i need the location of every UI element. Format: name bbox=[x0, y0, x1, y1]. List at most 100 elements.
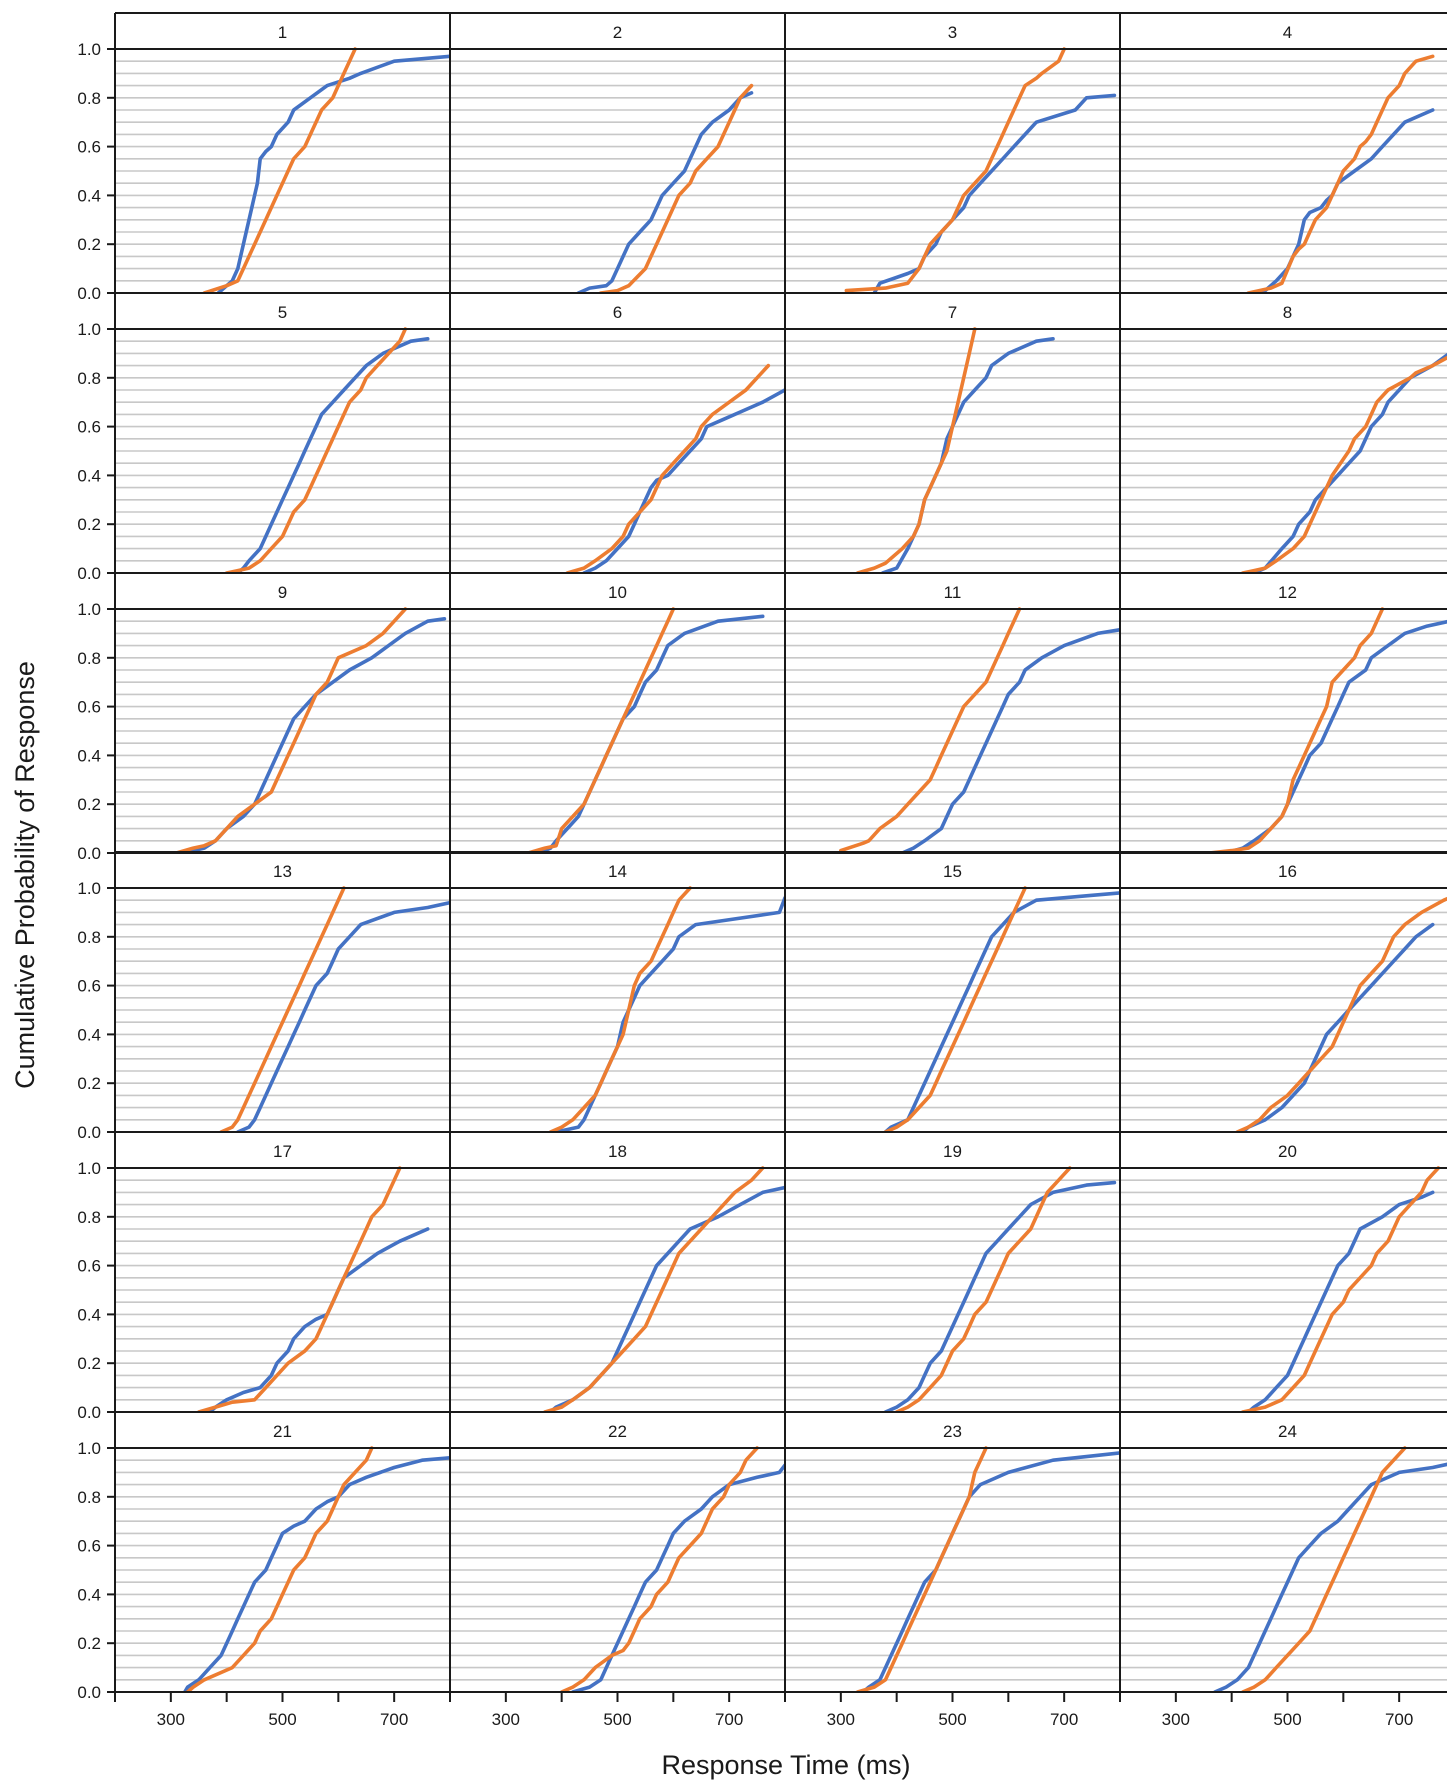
panel-title: 5 bbox=[278, 303, 287, 322]
series-line-blue bbox=[880, 337, 1055, 573]
y-tick-label: 1.0 bbox=[77, 1439, 101, 1458]
panel-gridlines bbox=[785, 60, 1120, 282]
series-line-blue bbox=[582, 388, 785, 573]
y-tick-label: 0.4 bbox=[77, 186, 101, 205]
panel-7: 7 bbox=[784, 292, 1121, 574]
y-tick-label: 0.6 bbox=[77, 698, 101, 717]
series-line-blue bbox=[1252, 352, 1447, 573]
series-line-blue bbox=[554, 896, 785, 1132]
series-line-orange bbox=[543, 1166, 765, 1412]
x-tick-label: 700 bbox=[715, 1710, 743, 1729]
y-tick-label: 1.0 bbox=[77, 320, 101, 339]
series-line-orange bbox=[599, 83, 754, 293]
x-axis-title: Response Time (ms) bbox=[661, 1750, 910, 1780]
y-tick-label: 1.0 bbox=[77, 1159, 101, 1178]
series-line-blue bbox=[236, 900, 450, 1132]
panel-1: 1 bbox=[114, 12, 451, 294]
y-tick-label: 0.6 bbox=[77, 1257, 101, 1276]
panel-8: 8 bbox=[1119, 292, 1447, 574]
panel-3: 3 bbox=[784, 12, 1121, 294]
panel-title: 23 bbox=[943, 1422, 962, 1441]
series-line-orange bbox=[197, 1166, 402, 1412]
series-line-blue bbox=[236, 337, 430, 573]
y-tick-label: 0.0 bbox=[77, 844, 101, 863]
panel-title: 19 bbox=[943, 1142, 962, 1161]
panel-13: 13 bbox=[114, 851, 451, 1133]
panel-title: 11 bbox=[944, 583, 962, 602]
x-tick-label: 300 bbox=[1162, 1710, 1190, 1729]
series-line-blue bbox=[1241, 922, 1435, 1132]
panel-9: 9 bbox=[114, 572, 451, 854]
series-line-blue bbox=[883, 1180, 1117, 1412]
panel-2: 2 bbox=[449, 12, 786, 294]
series-line-orange bbox=[224, 327, 408, 573]
series-line-blue bbox=[872, 93, 1117, 293]
series-line-orange bbox=[219, 886, 346, 1132]
x-tick-label: 500 bbox=[268, 1710, 296, 1729]
y-tick-label: 0.6 bbox=[77, 977, 101, 996]
x-axis: 300 500 700 300 500 700 300 500 700 300 500 700 bbox=[114, 1692, 1413, 1729]
panel-23: 23 bbox=[784, 1411, 1121, 1693]
panel-gridlines bbox=[115, 899, 450, 1121]
panel-gridlines bbox=[450, 1179, 785, 1401]
series-line-orange bbox=[855, 327, 977, 573]
panel-gridlines bbox=[1120, 620, 1447, 842]
series-line-orange bbox=[185, 1446, 374, 1692]
y-axis-title: Cumulative Probability of Response bbox=[10, 661, 40, 1089]
series-line-blue bbox=[548, 1185, 785, 1412]
series-line-blue bbox=[1252, 108, 1435, 293]
series-line-blue bbox=[571, 1463, 785, 1692]
panel-title: 6 bbox=[613, 303, 622, 322]
panel-gridlines bbox=[1120, 340, 1447, 562]
panel-title: 9 bbox=[278, 583, 287, 602]
panel-gridlines bbox=[785, 1459, 1120, 1681]
panel-gridlines bbox=[115, 1459, 450, 1681]
y-tick-label: 0.8 bbox=[77, 1488, 101, 1507]
y-tick-label: 0.4 bbox=[77, 1305, 101, 1324]
panel-gridlines bbox=[1120, 60, 1447, 282]
series-line-orange bbox=[894, 1166, 1072, 1412]
y-tick-label: 0.8 bbox=[77, 89, 101, 108]
series-line-orange bbox=[559, 1446, 759, 1692]
panel-gridlines bbox=[115, 60, 450, 282]
y-tick-label: 0.8 bbox=[77, 928, 101, 947]
x-tick-label: 700 bbox=[1385, 1710, 1413, 1729]
panel-18: 18 bbox=[449, 1131, 786, 1413]
series-line-orange bbox=[548, 886, 692, 1132]
panel-14: 14 bbox=[449, 851, 786, 1133]
panel-title: 22 bbox=[608, 1422, 627, 1441]
series-line-orange bbox=[1235, 896, 1447, 1132]
panel-title: 24 bbox=[1278, 1422, 1297, 1441]
series-line-orange bbox=[1246, 54, 1435, 293]
y-tick-label: 0.4 bbox=[77, 746, 101, 765]
x-tick-label: 500 bbox=[1273, 1710, 1301, 1729]
series-line-blue bbox=[1224, 619, 1447, 853]
panel-title: 1 bbox=[278, 23, 287, 42]
panel-gridlines bbox=[1120, 899, 1447, 1121]
y-tick-label: 0.4 bbox=[77, 1025, 101, 1044]
panel-title: 16 bbox=[1278, 862, 1297, 881]
series-line-orange bbox=[526, 607, 676, 853]
panel-17: 17 bbox=[114, 1131, 451, 1413]
series-line-blue bbox=[1213, 1462, 1447, 1692]
panel-title: 20 bbox=[1278, 1142, 1297, 1161]
x-tick-label: 300 bbox=[492, 1710, 520, 1729]
panel-gridlines bbox=[450, 1459, 785, 1681]
panel-title: 7 bbox=[948, 303, 957, 322]
series-line-blue bbox=[576, 91, 754, 293]
y-tick-label: 0.6 bbox=[77, 1537, 101, 1556]
panel-19: 19 bbox=[784, 1131, 1121, 1413]
panel-gridlines bbox=[450, 60, 785, 282]
panel-gridlines bbox=[450, 340, 785, 562]
panel-title: 12 bbox=[1278, 583, 1297, 602]
panel-gridlines bbox=[785, 1179, 1120, 1401]
panel-10: 10 bbox=[449, 572, 786, 854]
series-line-blue bbox=[183, 1456, 450, 1692]
series-line-blue bbox=[216, 54, 450, 293]
panel-15: 15 bbox=[784, 851, 1121, 1133]
x-tick-label: 300 bbox=[157, 1710, 185, 1729]
y-tick-label: 0.0 bbox=[77, 1683, 101, 1702]
panel-5: 5 bbox=[114, 292, 451, 574]
series-line-orange bbox=[202, 47, 357, 293]
